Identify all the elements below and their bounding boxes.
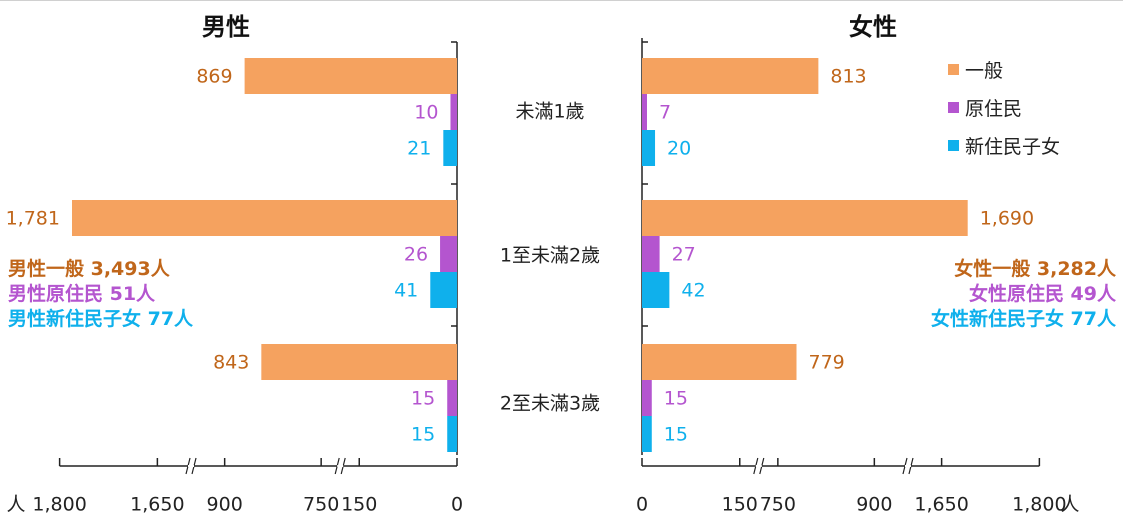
female-bar-indigenous-0	[642, 94, 647, 130]
female-label-indigenous-0: 7	[659, 102, 671, 124]
male-summary-newimm: 男性新住民子女 77人	[8, 308, 194, 330]
legend-label-newimm: 新住民子女	[965, 135, 1061, 158]
legend-item-indigenous: 原住民	[948, 88, 1060, 126]
male-label-general-0: 869	[196, 66, 232, 88]
female-summary-indigenous: 女性原住民 49人	[968, 283, 1116, 305]
female-summary-newimm: 女性新住民子女 77人	[930, 308, 1116, 330]
female-bar-general-0	[642, 58, 819, 94]
male-title: 男性	[202, 13, 250, 41]
female-label-indigenous-2: 15	[664, 388, 688, 410]
female-axis-break-gap-1	[904, 465, 911, 467]
male-bar-general-2	[261, 344, 457, 380]
female-label-general-1: 1,690	[980, 208, 1034, 230]
legend: 一般 原住民 新住民子女	[948, 50, 1060, 164]
male-axis-unit: 人	[6, 494, 25, 516]
male-x-tick-label-1: 1,650	[130, 494, 184, 516]
female-bar-newimm-0	[642, 130, 656, 166]
female-bar-newimm-1	[642, 272, 670, 308]
male-bar-indigenous-1	[440, 236, 457, 272]
female-bar-general-1	[642, 200, 968, 236]
male-bar-general-1	[72, 200, 457, 236]
male-bar-newimm-1	[430, 272, 457, 308]
male-x-tick-label-3: 750	[303, 494, 339, 516]
female-title: 女性	[849, 13, 897, 41]
category-label-1: 1至未滿2歲	[500, 245, 600, 267]
male-summary: 男性一般 3,493人 男性原住民 51人 男性新住民子女 77人	[8, 257, 193, 332]
female-axis-break-gap-0	[755, 465, 762, 467]
male-label-newimm-1: 41	[394, 280, 418, 302]
male-x-tick-label-4: 150	[341, 494, 377, 516]
male-axis-break-gap-0	[337, 465, 344, 467]
female-x-tick-label-3: 900	[856, 494, 892, 516]
male-summary-general: 男性一般 3,493人	[8, 258, 170, 280]
legend-label-general: 一般	[965, 59, 1004, 82]
male-bar-general-0	[244, 58, 457, 94]
male-bar-indigenous-2	[447, 380, 457, 416]
female-label-general-0: 813	[830, 66, 866, 88]
male-label-newimm-2: 15	[411, 424, 435, 446]
female-bar-newimm-2	[642, 416, 652, 452]
female-summary-general: 女性一般 3,282人	[954, 258, 1116, 280]
male-label-newimm-0: 21	[407, 138, 431, 160]
female-x-tick-label-1: 150	[722, 494, 758, 516]
male-summary-indigenous: 男性原住民 51人	[8, 283, 156, 305]
female-bar-indigenous-1	[642, 236, 660, 272]
male-x-tick-label-5: 0	[451, 494, 463, 516]
male-axis-break-gap-1	[188, 465, 195, 467]
female-x-tick-label-4: 1,650	[914, 494, 968, 516]
female-x-tick-label-2: 750	[760, 494, 796, 516]
legend-item-general: 一般	[948, 50, 1060, 88]
male-label-general-1: 1,781	[6, 208, 60, 230]
male-x-tick-label-0: 1,800	[32, 494, 86, 516]
category-label-0: 未滿1歲	[515, 101, 584, 123]
female-x-tick-label-0: 0	[636, 494, 648, 516]
female-label-general-2: 779	[809, 352, 845, 374]
legend-item-newimm: 新住民子女	[948, 126, 1060, 164]
legend-swatch-newimm	[948, 139, 959, 151]
male-label-indigenous-2: 15	[411, 388, 435, 410]
female-bar-general-2	[642, 344, 797, 380]
female-label-newimm-0: 20	[667, 138, 691, 160]
female-x-tick-label-5: 1,800	[1012, 494, 1066, 516]
male-label-indigenous-1: 26	[404, 244, 428, 266]
male-label-general-2: 843	[213, 352, 249, 374]
female-label-indigenous-1: 27	[672, 244, 696, 266]
female-label-newimm-1: 42	[681, 280, 705, 302]
male-label-indigenous-0: 10	[414, 102, 438, 124]
legend-swatch-indigenous	[948, 101, 959, 113]
female-bar-indigenous-2	[642, 380, 652, 416]
female-label-newimm-2: 15	[664, 424, 688, 446]
male-bar-newimm-2	[447, 416, 457, 452]
legend-label-indigenous: 原住民	[965, 97, 1023, 120]
category-label-2: 2至未滿3歲	[500, 393, 600, 415]
male-bar-newimm-0	[443, 130, 457, 166]
male-bar-indigenous-0	[450, 94, 457, 130]
top-border	[0, 0, 1123, 1]
female-summary: 女性一般 3,282人 女性原住民 49人 女性新住民子女 77人	[931, 257, 1116, 332]
male-x-tick-label-2: 900	[207, 494, 243, 516]
legend-swatch-general	[948, 63, 959, 75]
female-axis-unit: 人	[1060, 494, 1079, 516]
